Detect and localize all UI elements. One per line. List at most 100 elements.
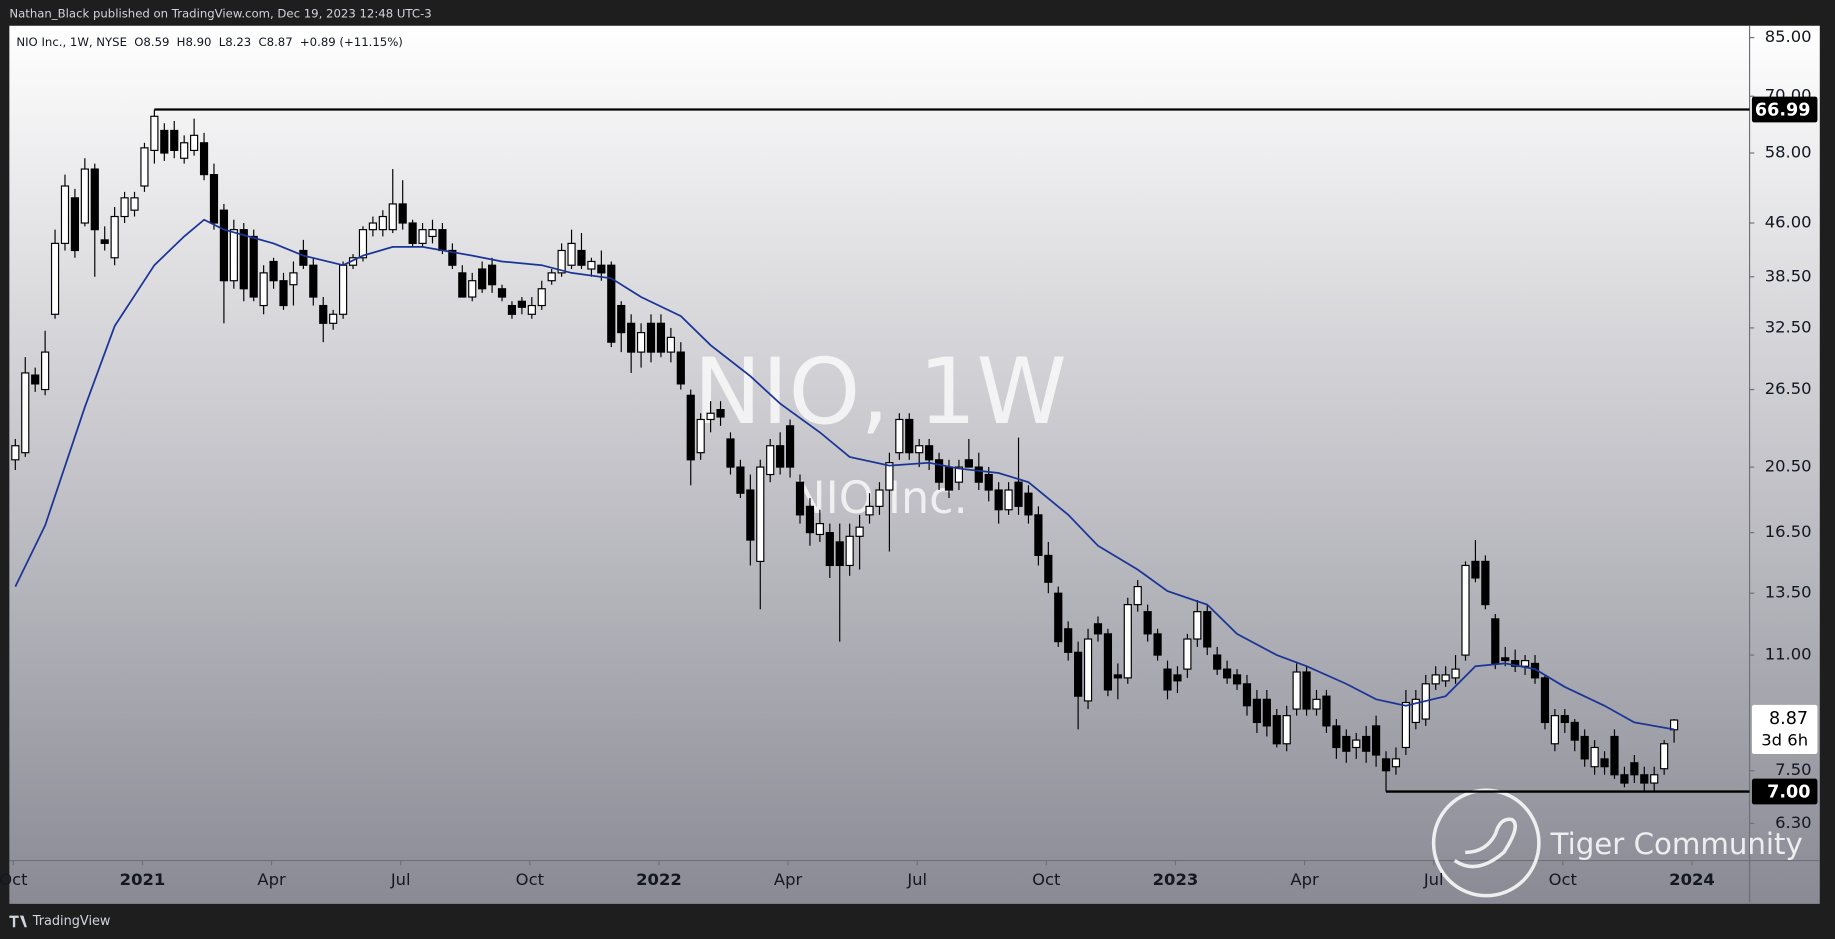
candle-body xyxy=(646,322,656,353)
candle-body xyxy=(855,526,864,537)
x-tick-label: Oct xyxy=(1549,870,1578,889)
candle-body xyxy=(577,249,586,266)
candle-body xyxy=(915,445,924,454)
tv-icon xyxy=(9,915,27,928)
candle-body xyxy=(1550,715,1559,745)
candle-body xyxy=(170,129,179,152)
candle-body xyxy=(1173,674,1182,682)
candle-body xyxy=(1362,735,1371,752)
candle-body xyxy=(1312,698,1321,710)
candle-body xyxy=(954,466,964,483)
candle-body xyxy=(150,115,159,152)
candle-body xyxy=(239,229,248,290)
candle-body xyxy=(676,351,685,385)
candle-body xyxy=(309,264,318,298)
candle-body xyxy=(1669,719,1679,731)
candle-body xyxy=(696,418,705,454)
x-tick-label: Oct xyxy=(516,870,545,889)
y-tick-label: 32.50 xyxy=(1765,317,1812,336)
candle-body xyxy=(209,174,219,224)
candle-body xyxy=(795,481,805,516)
legend-close: C8.87 xyxy=(258,35,292,49)
candle-body xyxy=(1481,560,1490,606)
candle-body xyxy=(517,300,526,308)
candle-body xyxy=(299,249,308,266)
candle-body xyxy=(180,142,189,159)
y-tick-label: 11.00 xyxy=(1765,645,1812,664)
candle-body xyxy=(974,466,983,483)
last-price-label: 8.87 xyxy=(1769,709,1808,729)
candle-body xyxy=(339,264,348,315)
x-tick-label: Oct xyxy=(0,870,28,889)
x-tick-label: 2024 xyxy=(1669,870,1715,889)
candle-body xyxy=(41,351,50,391)
legend-high: H8.90 xyxy=(177,35,212,49)
candle-body xyxy=(716,408,725,418)
candle-body xyxy=(1113,674,1122,679)
level-label: 7.00 xyxy=(1767,783,1810,803)
candle-body xyxy=(1511,660,1520,667)
candle-body xyxy=(1650,774,1659,784)
candle-body xyxy=(835,541,844,567)
y-tick-label: 7.50 xyxy=(1775,760,1811,779)
candle-body xyxy=(1272,715,1281,745)
candle-body xyxy=(1213,654,1222,670)
candle-body xyxy=(1123,604,1132,679)
logo-tail xyxy=(1453,817,1517,869)
candle-body xyxy=(1183,638,1192,670)
candle-body xyxy=(726,438,735,468)
candle-body xyxy=(269,260,278,282)
candle-body xyxy=(378,215,387,231)
x-tick-label: Oct xyxy=(1032,870,1061,889)
candle-body xyxy=(706,412,715,421)
candle-body xyxy=(1600,758,1609,768)
candle-body xyxy=(785,425,795,468)
candle-body xyxy=(110,215,119,259)
candle-body xyxy=(746,489,755,541)
candle-body xyxy=(547,272,556,282)
y-tick-label: 26.50 xyxy=(1765,379,1812,398)
legend-low: L8.23 xyxy=(219,35,252,49)
plot-area: NIO, 1W NIO Inc. xyxy=(11,109,1679,792)
brand-logo: Tiger Community xyxy=(1431,788,1803,898)
candle-body xyxy=(50,242,60,315)
candle-body xyxy=(100,239,109,244)
x-tick-label: 2021 xyxy=(120,870,166,889)
candle-body xyxy=(229,229,238,282)
candle-body xyxy=(368,222,377,231)
candle-body xyxy=(597,264,606,274)
candle-body xyxy=(219,209,229,282)
candle-body xyxy=(21,372,30,454)
candle-body xyxy=(1431,674,1440,685)
candle-body xyxy=(1520,660,1530,667)
candle-body xyxy=(1401,701,1410,749)
y-tick-label: 58.00 xyxy=(1765,143,1812,162)
candle-body xyxy=(1322,695,1331,727)
candle-body xyxy=(934,459,944,483)
x-tick-label: Apr xyxy=(1290,870,1319,889)
candle-body xyxy=(408,222,417,244)
candle-body xyxy=(865,505,874,516)
candle-body xyxy=(656,322,666,353)
candle-body xyxy=(756,466,765,562)
candle-body xyxy=(1262,698,1271,727)
candle-body xyxy=(905,418,914,454)
logo-ring xyxy=(1431,788,1541,898)
legend-symbol: NIO Inc., 1W, NYSE xyxy=(16,35,127,49)
candle-body xyxy=(249,235,258,298)
candle-body xyxy=(686,394,695,461)
candle-body xyxy=(1203,611,1212,648)
candle-body xyxy=(1620,774,1629,784)
candle-body xyxy=(1590,746,1599,768)
last-price-box xyxy=(1751,704,1818,755)
candle-body xyxy=(895,418,904,454)
x-tick-label: 2022 xyxy=(636,870,682,889)
candle-body xyxy=(190,134,199,152)
candle-body xyxy=(557,249,566,274)
candle-body xyxy=(1580,735,1589,760)
x-tick-label: Jul xyxy=(1423,870,1444,889)
candle-body xyxy=(875,489,884,507)
candle-body xyxy=(527,304,536,315)
